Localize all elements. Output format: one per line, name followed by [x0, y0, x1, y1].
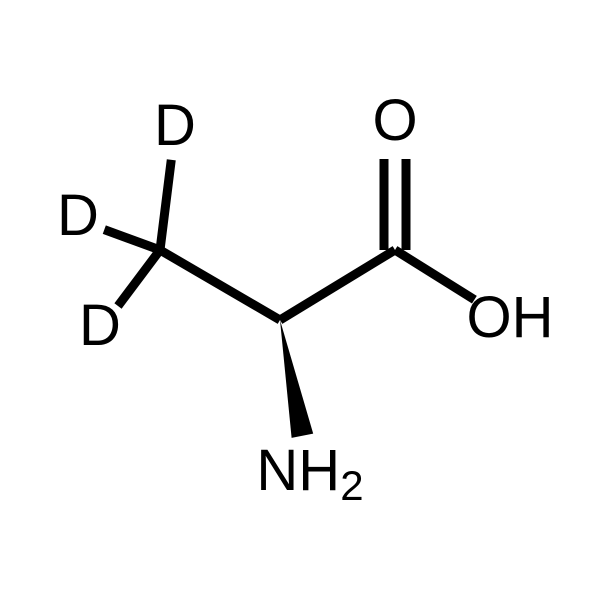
atom-label-D_left: D	[57, 183, 99, 248]
atom-label-OH: OH	[467, 285, 554, 350]
molecule-diagram: DDDOOHNH2	[0, 0, 600, 600]
stereo-wedge	[280, 320, 313, 438]
atom-label-D_bottom: D	[79, 293, 121, 358]
atom-label-D_top: D	[154, 93, 196, 158]
atom-label-NH2: NH2	[256, 438, 363, 509]
atom-label-O_dbl: O	[372, 88, 417, 153]
